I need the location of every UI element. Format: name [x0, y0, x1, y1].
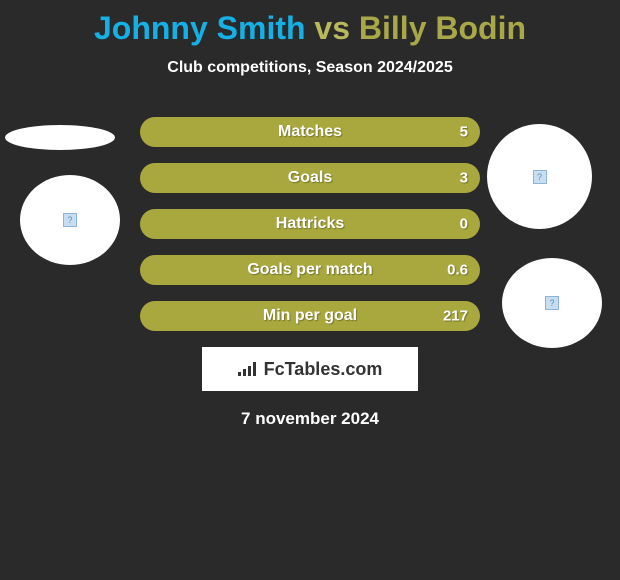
stat-label: Matches [278, 123, 342, 141]
stat-bar: Goals per match 0.6 [140, 255, 480, 285]
stat-row: Goals 3 [140, 163, 480, 193]
stat-row: Goals per match 0.6 [140, 255, 480, 285]
chart-icon [238, 362, 258, 376]
subtitle-text: Club competitions, Season 2024/2025 [0, 59, 620, 77]
stat-bar: Matches 5 [140, 117, 480, 147]
stat-value: 0 [460, 216, 468, 233]
player1-name: Johnny Smith [94, 10, 306, 46]
logo-box[interactable]: FcTables.com [202, 347, 418, 391]
stat-value: 0.6 [447, 262, 468, 279]
stat-label: Hattricks [276, 215, 344, 233]
logo-text: FcTables.com [264, 359, 383, 380]
date-label: 7 november 2024 [0, 409, 620, 429]
stat-row: Matches 5 [140, 117, 480, 147]
stat-bar: Goals 3 [140, 163, 480, 193]
stat-label: Goals per match [247, 261, 372, 279]
player2-name: Billy Bodin [359, 10, 526, 46]
stat-label: Goals [288, 169, 332, 187]
comparison-title: Johnny Smith vs Billy Bodin [0, 0, 620, 47]
stat-bar: Hattricks 0 [140, 209, 480, 239]
stat-value: 5 [460, 124, 468, 141]
stat-label: Min per goal [263, 307, 357, 325]
stat-value: 3 [460, 170, 468, 187]
vs-separator: vs [314, 10, 350, 46]
stat-row: Min per goal 217 [140, 301, 480, 331]
stat-value: 217 [443, 308, 468, 325]
stat-row: Hattricks 0 [140, 209, 480, 239]
stats-container: Matches 5 Goals 3 Hattricks 0 Goals per … [0, 117, 620, 331]
stat-bar: Min per goal 217 [140, 301, 480, 331]
